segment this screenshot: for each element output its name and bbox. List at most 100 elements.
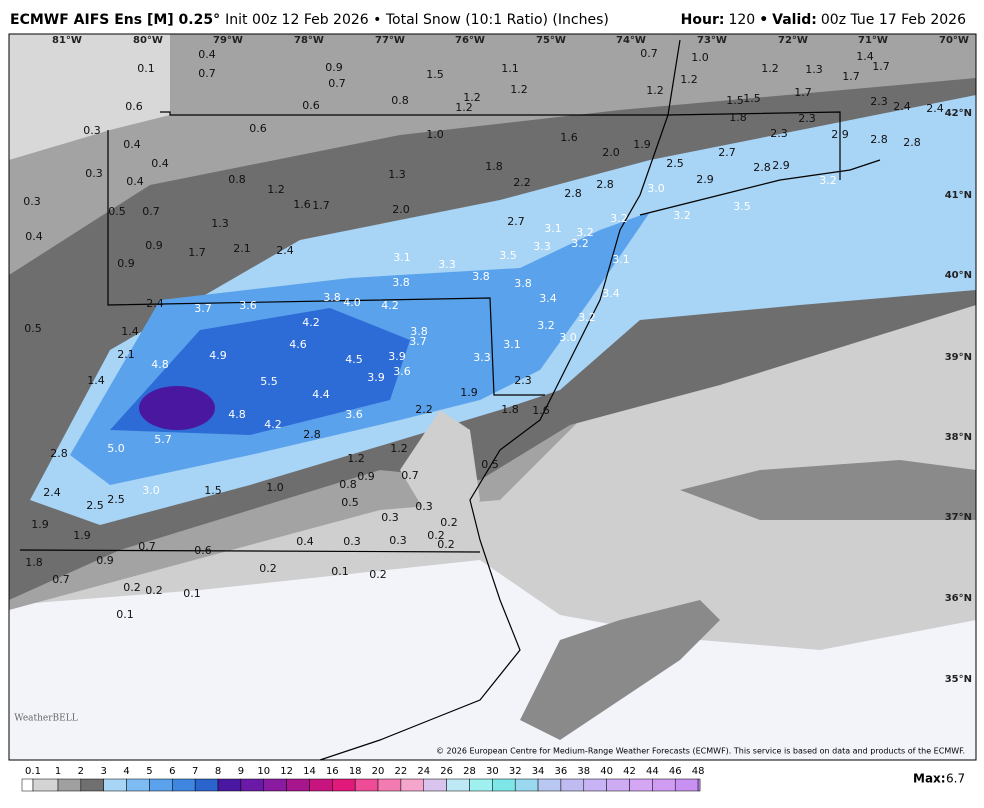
snow-value: 1.5 [743, 92, 761, 105]
snow-value: 3.2 [819, 174, 837, 187]
snow-value: 2.1 [117, 348, 135, 361]
snow-value: 1.7 [312, 199, 330, 212]
snow-max [139, 386, 215, 430]
legend-label: 20 [372, 766, 385, 777]
snow-value: 2.8 [596, 178, 614, 191]
snow-value: 0.6 [125, 100, 143, 113]
snow-value: 4.4 [312, 388, 330, 401]
legend-label: 16 [326, 766, 339, 777]
snow-value: 1.6 [560, 131, 578, 144]
legend-label: 2 [78, 766, 84, 777]
legend-swatch [606, 778, 630, 792]
snow-value: 2.8 [870, 133, 888, 146]
snow-value: 3.4 [539, 292, 557, 305]
latitude-label: 35°N [945, 674, 972, 685]
snow-value: 3.0 [647, 182, 665, 195]
boundaries [19, 39, 841, 760]
snow-value: 1.4 [121, 325, 139, 338]
snow-value: 0.2 [145, 584, 163, 597]
legend-swatch [149, 778, 173, 792]
map-frame [8, 33, 977, 761]
latitude-label: 37°N [945, 512, 972, 523]
snow-value: 0.3 [389, 534, 407, 547]
legend-label: 48 [692, 766, 705, 777]
legend-label: 3 [101, 766, 107, 777]
legend-swatch [629, 778, 653, 792]
snow-value: 5.0 [107, 442, 125, 455]
snow-value: 1.6 [532, 404, 550, 417]
snow-value: 2.9 [772, 159, 790, 172]
snow-value: 2.8 [753, 161, 771, 174]
snow-value: 3.2 [578, 311, 596, 324]
snow-value: 0.9 [96, 554, 114, 567]
legend-swatch [32, 778, 59, 792]
snow-value: 0.9 [117, 257, 135, 270]
snow-value: 0.5 [341, 496, 359, 509]
latitude-label: 38°N [945, 432, 972, 443]
snow-value: 1.8 [501, 403, 519, 416]
legend-swatch [652, 778, 676, 792]
bay [400, 410, 480, 520]
snow-value: 2.3 [798, 112, 816, 125]
legend-swatch [514, 778, 539, 792]
snow-value: 1.8 [729, 111, 747, 124]
snow-value: 3.2 [576, 226, 594, 239]
snow-value: 0.9 [325, 61, 343, 74]
snow-value: 2.2 [415, 403, 433, 416]
longitude-label: 81°W [52, 35, 82, 46]
legend-label: 22 [395, 766, 408, 777]
legend-label: 18 [349, 766, 362, 777]
map-shading [9, 34, 976, 760]
snow-value: 0.2 [259, 562, 277, 575]
snow-value: 4.2 [381, 299, 399, 312]
snow-value: 1.2 [455, 101, 473, 114]
longitude-label: 77°W [375, 35, 405, 46]
longitude-label: 73°W [697, 35, 727, 46]
snow-value: 0.3 [381, 511, 399, 524]
snow-value: 0.7 [401, 469, 419, 482]
snow-value: 2.3 [770, 127, 788, 140]
snow-value: 1.5 [726, 94, 744, 107]
snow-value: 3.2 [571, 237, 589, 250]
snow-value: 2.5 [107, 493, 125, 506]
longitude-label: 72°W [778, 35, 808, 46]
legend-label: 30 [486, 766, 499, 777]
snow-value: 0.3 [85, 167, 103, 180]
legend-swatch [697, 778, 701, 792]
legend-label: 24 [417, 766, 430, 777]
legend-swatch [194, 778, 219, 792]
valid-label: Valid: [772, 12, 817, 28]
snow-value: 2.9 [831, 128, 849, 141]
snow-value: 0.2 [369, 568, 387, 581]
legend-swatch [172, 778, 196, 792]
legend-label: 26 [440, 766, 453, 777]
snow-value: 0.5 [24, 322, 42, 335]
snow-value: 4.2 [264, 418, 282, 431]
snow-value: 1.2 [761, 62, 779, 75]
snow-value: 3.7 [194, 302, 212, 315]
legend-label: 5 [146, 766, 152, 777]
legend-label: 28 [463, 766, 476, 777]
title-rest: Init 00z 12 Feb 2026 • Total Snow (10:1 … [225, 12, 609, 28]
snow-value: 3.8 [392, 276, 410, 289]
snow-value: 4.0 [343, 296, 361, 309]
hour-label: Hour: [681, 12, 725, 28]
snow-value: 1.2 [646, 84, 664, 97]
legend-label: 6 [169, 766, 175, 777]
legend-swatch [583, 778, 607, 792]
legend-swatch [80, 778, 104, 792]
snow-value: 0.8 [391, 94, 409, 107]
legend-label: 42 [623, 766, 636, 777]
legend-swatch [217, 778, 242, 792]
snow-value: 0.1 [137, 62, 155, 75]
snow-value: 0.4 [123, 138, 141, 151]
legend-swatch [286, 778, 310, 792]
longitude-label: 74°W [616, 35, 646, 46]
snow-value: 2.0 [392, 203, 410, 216]
snow-value: 0.9 [357, 470, 375, 483]
legend-swatch [240, 778, 264, 792]
snow-value: 2.7 [718, 146, 736, 159]
snow-value: 1.2 [510, 83, 528, 96]
snow-value: 0.6 [302, 99, 320, 112]
